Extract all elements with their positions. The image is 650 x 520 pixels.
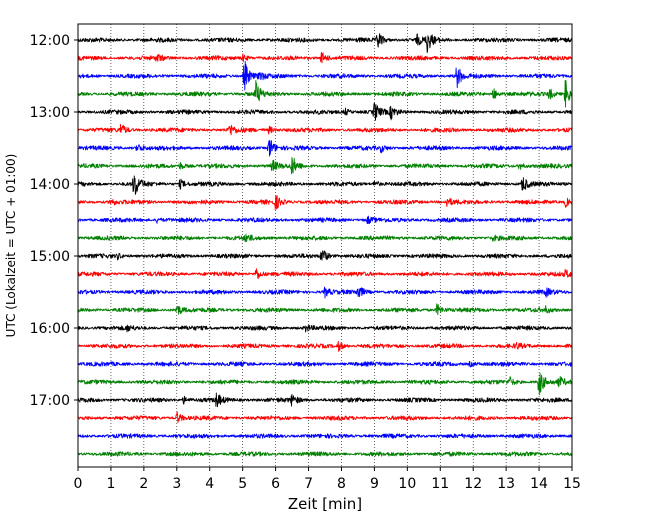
seismic-trace xyxy=(77,233,573,243)
seismic-trace xyxy=(77,123,573,136)
seismic-trace xyxy=(77,411,573,424)
y-tick-label: 17:00 xyxy=(30,393,70,409)
x-tick-label: 13 xyxy=(497,476,515,492)
x-tick-label: 0 xyxy=(74,476,83,492)
seismic-trace xyxy=(77,268,573,280)
x-tick-label: 15 xyxy=(563,476,581,492)
seismic-trace xyxy=(77,79,573,108)
seismic-trace xyxy=(77,33,573,53)
x-tick-label: 1 xyxy=(106,476,115,492)
seismic-trace xyxy=(77,157,573,175)
x-tick-label: 5 xyxy=(238,476,247,492)
x-axis-label: Zeit [min] xyxy=(288,495,362,513)
seismic-trace xyxy=(77,324,573,333)
seismic-trace xyxy=(77,140,573,157)
y-tick-label: 16:00 xyxy=(30,321,70,337)
ticks-layer: 0 1 2 3 4 5 6 7 8 9 10 11 12 13 14 1512:0013:0014:0015:… xyxy=(30,33,581,492)
x-tick-label: 10 xyxy=(398,476,416,492)
y-tick-label: 15:00 xyxy=(30,249,70,265)
seismic-trace xyxy=(77,51,573,64)
x-tick-label: 2 xyxy=(139,476,148,492)
x-tick-label: 3 xyxy=(172,476,181,492)
x-tick-label: 4 xyxy=(205,476,214,492)
y-axis-label: UTC (Lokalzeit = UTC + 01:00) xyxy=(4,154,18,338)
traces-layer xyxy=(77,33,573,457)
y-tick-label: 14:00 xyxy=(30,177,70,193)
seismic-trace xyxy=(77,215,573,225)
x-tick-label: 14 xyxy=(530,476,548,492)
seismic-trace xyxy=(77,372,573,396)
seismic-trace xyxy=(77,392,573,408)
seismic-trace xyxy=(77,61,573,91)
seismic-trace xyxy=(77,102,573,121)
seismic-trace xyxy=(77,451,573,457)
y-tick-label: 13:00 xyxy=(30,105,70,121)
seismic-trace xyxy=(77,303,573,316)
seismic-trace xyxy=(77,360,573,368)
seismic-trace xyxy=(77,433,573,439)
seismic-trace xyxy=(77,286,573,299)
seismic-trace xyxy=(77,195,573,210)
x-tick-label: 12 xyxy=(464,476,482,492)
x-tick-label: 8 xyxy=(337,476,346,492)
x-tick-label: 11 xyxy=(431,476,449,492)
plot-frame xyxy=(77,23,573,468)
y-tick-label: 12:00 xyxy=(30,33,70,49)
seismic-trace xyxy=(77,250,573,261)
x-tick-label: 6 xyxy=(271,476,280,492)
x-tick-label: 9 xyxy=(370,476,379,492)
seismic-trace xyxy=(77,175,573,195)
seismic-trace xyxy=(77,341,573,352)
x-tick-label: 7 xyxy=(304,476,313,492)
